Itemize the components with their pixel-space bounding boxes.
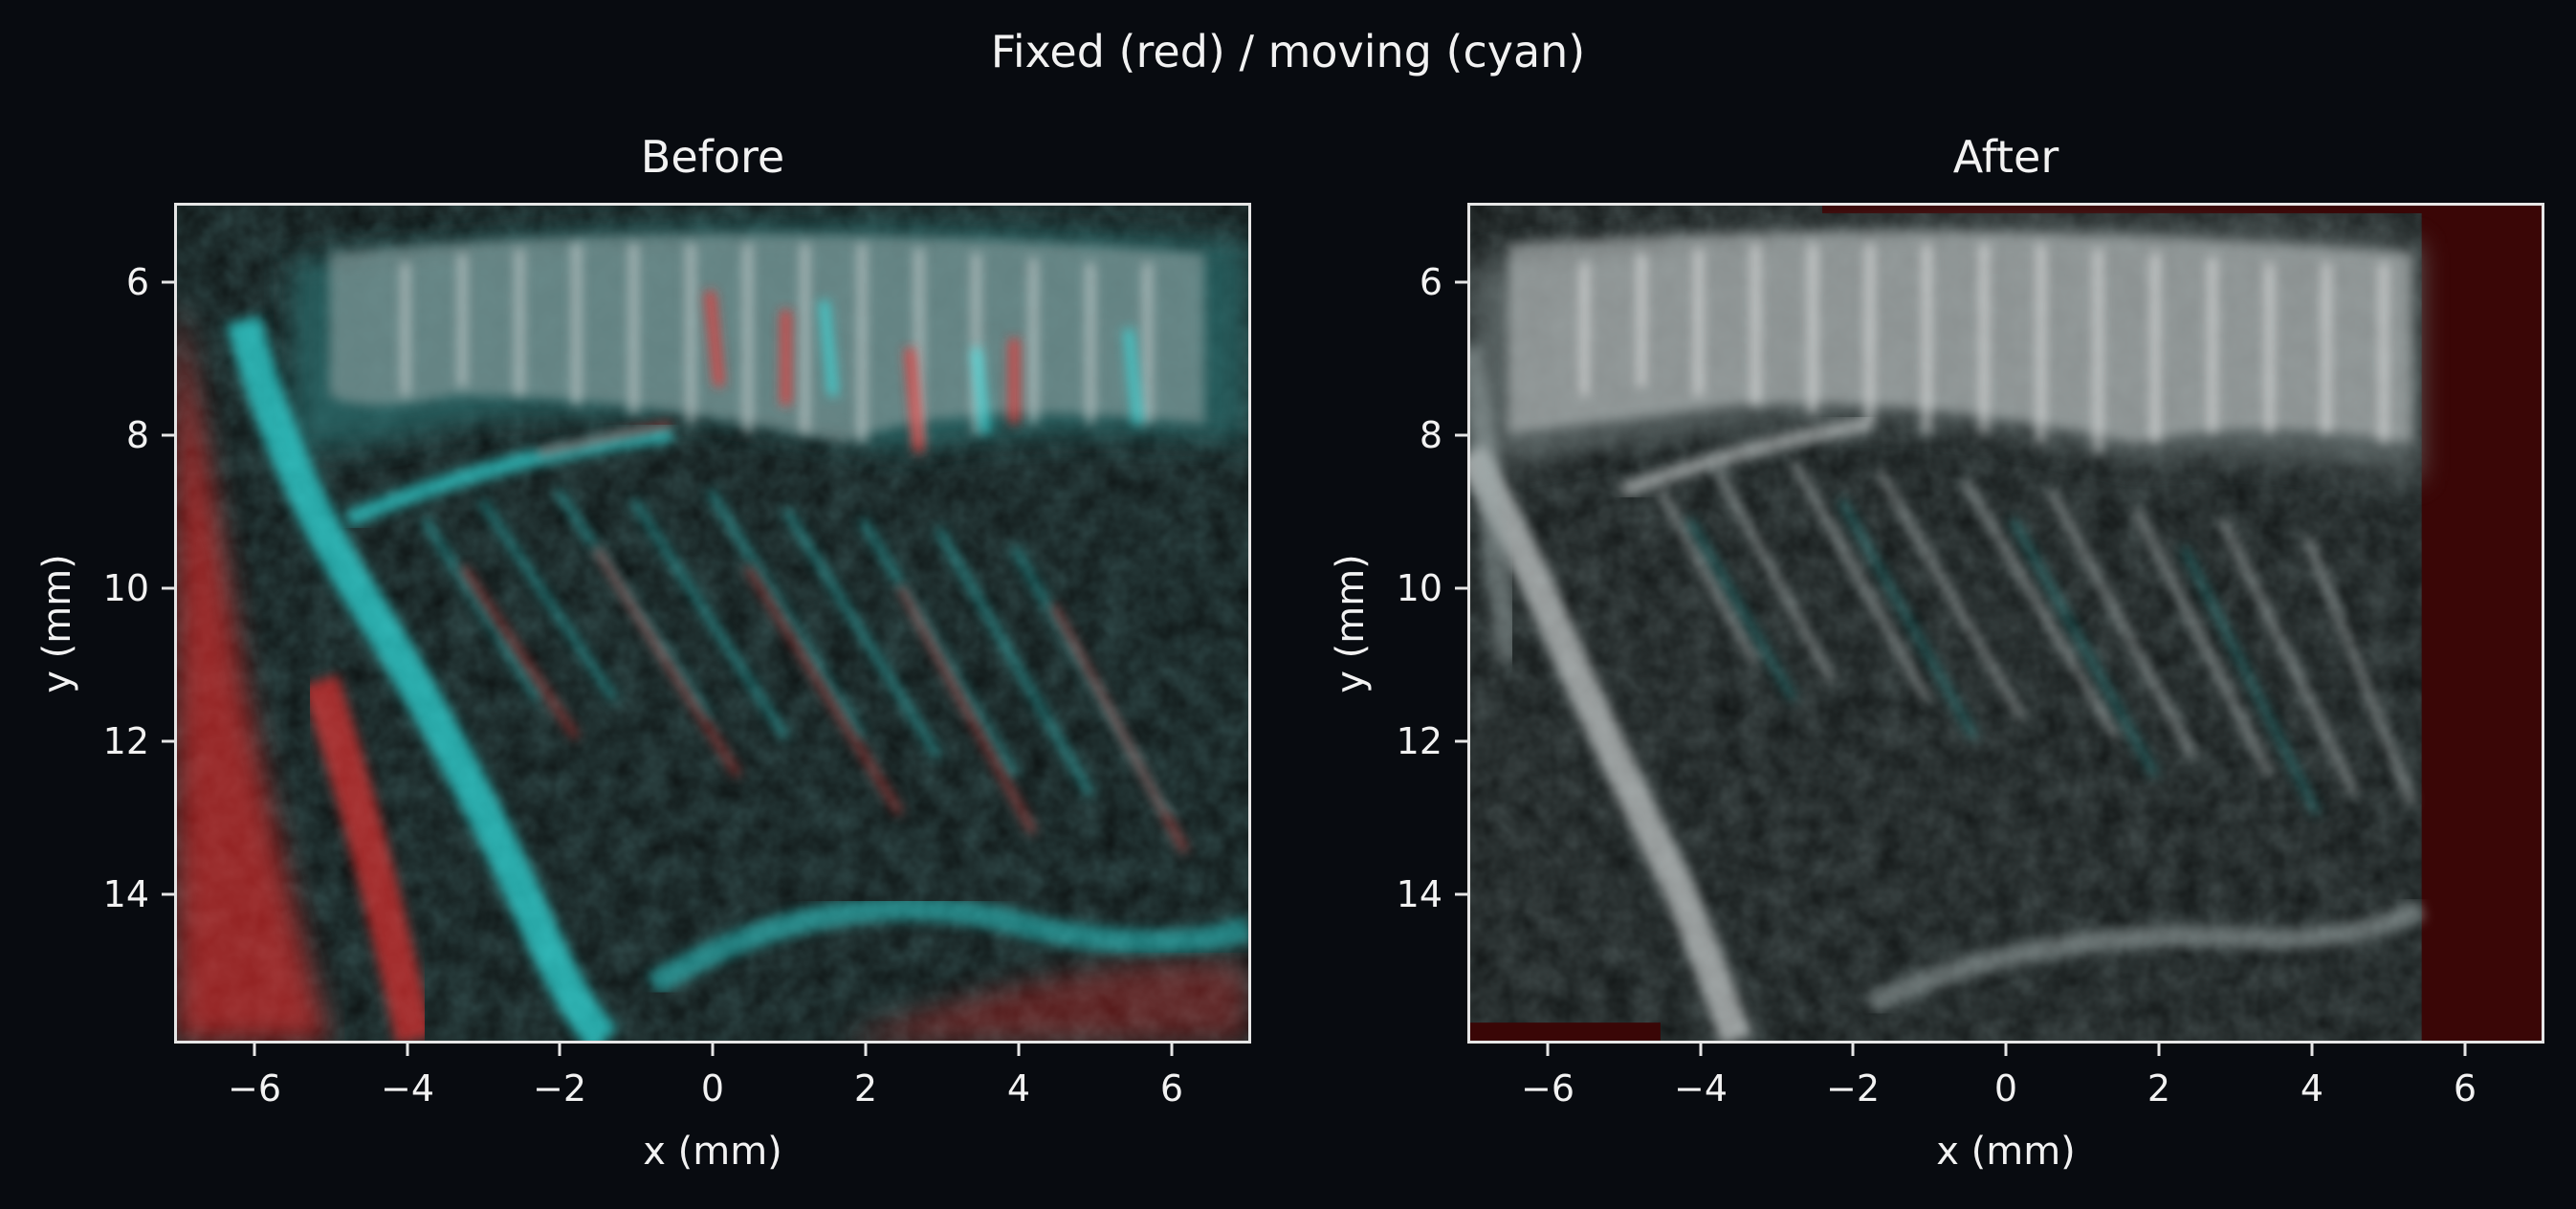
figure-suptitle: Fixed (red) / moving (cyan) xyxy=(990,26,1586,77)
overlay-image-before xyxy=(174,203,1251,1044)
tick-mark xyxy=(1546,1044,1550,1056)
tick-mark xyxy=(253,1044,256,1056)
tick-mark xyxy=(1455,739,1467,743)
x-tick-label: −2 xyxy=(532,1067,587,1110)
x-axis-label-after: x (mm) xyxy=(1936,1130,2076,1174)
tick-mark xyxy=(2310,1044,2314,1056)
tick-mark xyxy=(1455,280,1467,284)
tick-mark xyxy=(864,1044,868,1056)
tick-mark xyxy=(1017,1044,1021,1056)
x-tick-label: 6 xyxy=(2453,1067,2477,1110)
x-tick-label: 2 xyxy=(853,1067,878,1110)
x-tick-label: 6 xyxy=(1159,1067,1184,1110)
x-tick-label: −6 xyxy=(1520,1067,1575,1110)
before-overlay-svg xyxy=(177,206,1248,1041)
tick-mark xyxy=(711,1044,715,1056)
y-tick-label: 6 xyxy=(1419,261,1442,303)
tick-mark xyxy=(1455,892,1467,896)
after-overlay-svg xyxy=(1470,206,2542,1041)
x-tick-label: −4 xyxy=(380,1067,435,1110)
tick-mark xyxy=(558,1044,561,1056)
tick-mark xyxy=(1851,1044,1855,1056)
tick-mark xyxy=(2004,1044,2008,1056)
y-tick-label: 10 xyxy=(102,567,149,609)
tick-mark xyxy=(2157,1044,2161,1056)
tick-mark xyxy=(162,280,174,284)
overlay-image-after xyxy=(1467,203,2544,1044)
x-axis-label-before: x (mm) xyxy=(643,1130,782,1174)
tick-mark xyxy=(162,739,174,743)
y-tick-label: 6 xyxy=(125,261,149,303)
x-tick-label: −6 xyxy=(227,1067,282,1110)
x-tick-label: 4 xyxy=(2300,1067,2324,1110)
tick-mark xyxy=(1170,1044,1174,1056)
tick-mark xyxy=(2463,1044,2467,1056)
x-tick-label: 4 xyxy=(1006,1067,1031,1110)
y-tick-label: 10 xyxy=(1396,567,1442,609)
y-tick-label: 14 xyxy=(1396,873,1442,915)
x-tick-label: 2 xyxy=(2147,1067,2171,1110)
tick-mark xyxy=(1699,1044,1703,1056)
panel-title-after: After xyxy=(1952,131,2059,183)
y-axis-label-before: y (mm) xyxy=(35,554,79,693)
y-axis-label-after: y (mm) xyxy=(1329,554,1373,693)
y-tick-label: 12 xyxy=(102,720,149,762)
tick-mark xyxy=(406,1044,409,1056)
y-tick-label: 8 xyxy=(125,414,149,456)
y-tick-label: 8 xyxy=(1419,414,1442,456)
y-tick-label: 12 xyxy=(1396,720,1442,762)
y-tick-label: 14 xyxy=(102,873,149,915)
x-tick-label: 0 xyxy=(1993,1067,2018,1110)
x-tick-label: 0 xyxy=(700,1067,725,1110)
tick-mark xyxy=(162,892,174,896)
tick-mark xyxy=(162,586,174,590)
x-tick-label: −4 xyxy=(1673,1067,1728,1110)
panel-title-before: Before xyxy=(640,131,785,183)
tick-mark xyxy=(1455,586,1467,590)
tick-mark xyxy=(1455,433,1467,437)
x-tick-label: −2 xyxy=(1825,1067,1881,1110)
tick-mark xyxy=(162,433,174,437)
